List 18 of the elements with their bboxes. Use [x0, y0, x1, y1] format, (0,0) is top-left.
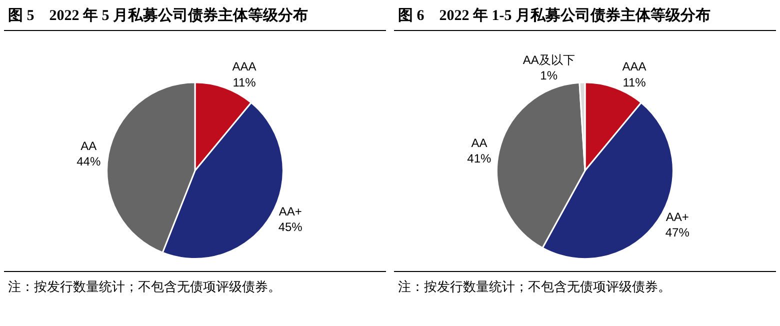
- chart-title: 图 6 2022 年 1-5 月私募公司债券主体等级分布: [394, 0, 776, 31]
- data-label: 44%: [76, 154, 101, 168]
- data-label: 47%: [665, 226, 690, 240]
- data-label: 1%: [540, 68, 558, 82]
- data-label: 11%: [622, 75, 646, 90]
- slice-label: AAA: [622, 60, 646, 74]
- data-label: 45%: [278, 220, 303, 234]
- text: 注：按发行数量统计；不包含无债项评级债券。: [4, 271, 386, 296]
- text: 注：按发行数量统计；不包含无债项评级债券。: [394, 271, 776, 296]
- slice-label: AA: [471, 136, 488, 150]
- slice-label: AAA: [232, 60, 256, 74]
- data-label: 41%: [467, 151, 492, 166]
- slice-label: AA+: [278, 204, 302, 219]
- slice-label: AA及以下: [522, 52, 575, 67]
- data-label: 11%: [232, 75, 256, 90]
- slice-label: AA+: [666, 210, 689, 224]
- slice-label: AA: [80, 138, 97, 153]
- chart-title: 图 5 2022 年 5 月私募公司债券主体等级分布: [4, 0, 386, 31]
